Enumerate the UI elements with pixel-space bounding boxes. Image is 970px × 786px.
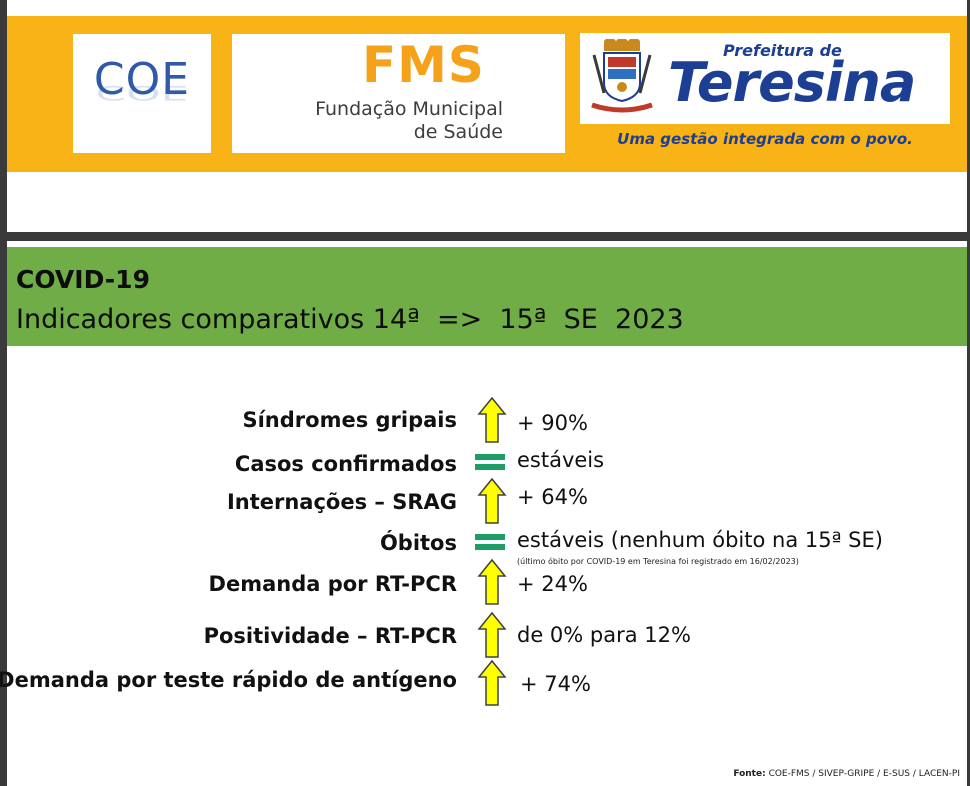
prefeitura-logo: Prefeitura de Teresina Uma gestão integr…	[580, 33, 950, 154]
indicator-value: + 24%	[517, 572, 588, 596]
indicator-value: de 0% para 12%	[517, 623, 691, 647]
equals-icon	[475, 534, 505, 550]
coe-logo-text: COE	[93, 54, 191, 105]
source-text: COE-FMS / SIVEP-GRIPE / E-SUS / LACEN-PI	[765, 769, 960, 779]
equals-icon	[475, 454, 505, 470]
slogan-text: Uma gestão integrada com o povo.	[617, 130, 913, 148]
slide-subtitle: Indicadores comparativos 14ª => 15ª SE 2…	[16, 304, 684, 335]
indicator-label: Síndromes gripais	[242, 408, 457, 432]
fms-acronym: FMS	[362, 36, 485, 94]
source-footnote: Fonte: COE-FMS / SIVEP-GRIPE / E-SUS / L…	[733, 769, 960, 779]
indicator-label: Internações – SRAG	[226, 490, 457, 514]
up-arrow-icon	[477, 558, 507, 605]
indicator-label: Positividade – RT-PCR	[203, 624, 457, 648]
up-arrow-icon	[477, 611, 507, 658]
coe-logo: COE COE	[73, 34, 211, 153]
city-name: Teresina	[668, 51, 916, 114]
prefeitura-label: Prefeitura de	[723, 41, 842, 60]
source-label: Fonte:	[733, 769, 766, 779]
indicator-label: Casos confirmados	[234, 452, 457, 476]
coe-logo-reflection: COE	[95, 81, 189, 104]
indicator-value: + 74%	[520, 672, 591, 696]
indicator-value: estáveis	[517, 448, 605, 472]
header-slide: COE COE FMS Fundação Municipal de Saúde …	[7, 0, 967, 232]
up-arrow-icon	[477, 477, 507, 524]
indicator-label: Demanda por teste rápido de antígeno	[0, 668, 457, 692]
up-arrow-icon	[477, 396, 507, 443]
indicator-label: Demanda por RT-PCR	[208, 572, 457, 596]
coat-of-arms-icon	[591, 39, 653, 113]
indicators-slide: COVID-19 Indicadores comparativos 14ª =>…	[0, 241, 967, 786]
title-band: COVID-19 Indicadores comparativos 14ª =>…	[7, 247, 967, 346]
fms-name-line2: de Saúde	[413, 121, 503, 143]
indicator-label: Óbitos	[379, 531, 457, 555]
slogan-bar	[580, 124, 950, 154]
indicator-value: estáveis (nenhum óbito na 15ª SE)	[517, 528, 883, 552]
indicator-value: + 64%	[517, 485, 588, 509]
fms-logo: FMS Fundação Municipal de Saúde	[232, 34, 565, 153]
indicator-value: + 90%	[517, 411, 588, 435]
fms-name-line1: Fundação Municipal	[315, 98, 503, 120]
logo-band: COE COE FMS Fundação Municipal de Saúde …	[7, 16, 967, 172]
up-arrow-icon	[477, 659, 507, 706]
indicator-note: (último óbito por COVID-19 em Teresina f…	[517, 557, 799, 566]
slide-title: COVID-19	[16, 265, 150, 294]
